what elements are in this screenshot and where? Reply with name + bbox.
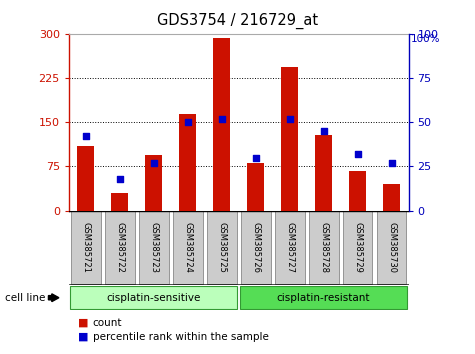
Point bbox=[354, 151, 361, 157]
Bar bbox=[111, 193, 128, 211]
FancyBboxPatch shape bbox=[377, 211, 407, 284]
Point bbox=[388, 160, 395, 166]
Text: GSM385722: GSM385722 bbox=[115, 222, 124, 273]
Text: GDS3754 / 216729_at: GDS3754 / 216729_at bbox=[157, 12, 318, 29]
Text: count: count bbox=[93, 318, 122, 328]
Point bbox=[150, 160, 158, 166]
Text: GSM385721: GSM385721 bbox=[81, 222, 90, 273]
Text: cell line: cell line bbox=[5, 293, 45, 303]
Bar bbox=[281, 67, 298, 211]
Text: GSM385724: GSM385724 bbox=[183, 222, 192, 273]
Bar bbox=[213, 38, 230, 211]
Point bbox=[82, 133, 90, 139]
FancyBboxPatch shape bbox=[241, 211, 271, 284]
Text: GSM385729: GSM385729 bbox=[353, 222, 362, 273]
Point bbox=[286, 116, 294, 121]
FancyBboxPatch shape bbox=[70, 286, 238, 309]
FancyBboxPatch shape bbox=[139, 211, 169, 284]
Bar bbox=[179, 114, 196, 211]
Point bbox=[320, 128, 327, 134]
Text: ■: ■ bbox=[78, 318, 89, 328]
Text: GSM385726: GSM385726 bbox=[251, 222, 260, 273]
Bar bbox=[315, 135, 332, 211]
Point bbox=[218, 116, 226, 121]
FancyBboxPatch shape bbox=[240, 286, 407, 309]
FancyBboxPatch shape bbox=[207, 211, 237, 284]
Bar bbox=[349, 171, 366, 211]
Text: GSM385725: GSM385725 bbox=[217, 222, 226, 273]
Text: cisplatin-sensitive: cisplatin-sensitive bbox=[106, 293, 201, 303]
Text: GSM385730: GSM385730 bbox=[387, 222, 396, 273]
Text: 100%: 100% bbox=[411, 34, 440, 44]
Text: GSM385723: GSM385723 bbox=[149, 222, 158, 273]
FancyBboxPatch shape bbox=[71, 211, 101, 284]
Point bbox=[184, 119, 191, 125]
FancyBboxPatch shape bbox=[275, 211, 304, 284]
FancyBboxPatch shape bbox=[173, 211, 203, 284]
Bar bbox=[247, 164, 264, 211]
FancyBboxPatch shape bbox=[342, 211, 372, 284]
Text: ■: ■ bbox=[78, 332, 89, 342]
Point bbox=[252, 155, 259, 160]
FancyBboxPatch shape bbox=[105, 211, 135, 284]
Text: GSM385728: GSM385728 bbox=[319, 222, 328, 273]
Text: percentile rank within the sample: percentile rank within the sample bbox=[93, 332, 268, 342]
Bar bbox=[145, 155, 162, 211]
Bar bbox=[383, 184, 400, 211]
FancyBboxPatch shape bbox=[309, 211, 339, 284]
Text: cisplatin-resistant: cisplatin-resistant bbox=[277, 293, 370, 303]
Bar bbox=[77, 146, 95, 211]
Point bbox=[116, 176, 124, 182]
Text: GSM385727: GSM385727 bbox=[285, 222, 294, 273]
